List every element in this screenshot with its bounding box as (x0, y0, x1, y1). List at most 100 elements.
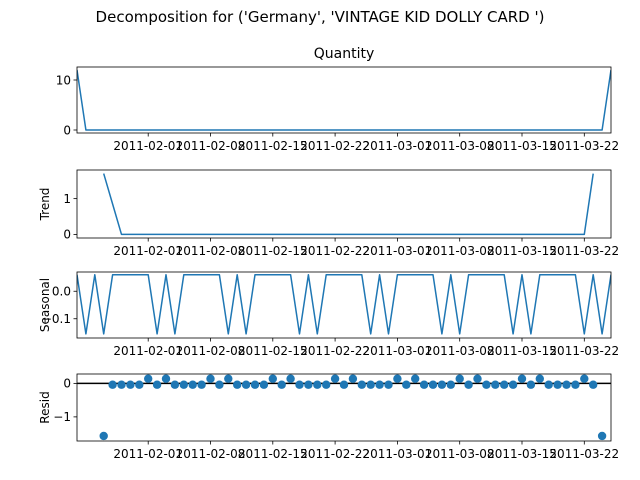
point-resid (348, 374, 358, 383)
xtick-label-quantity: 2011-02-08 (176, 139, 246, 153)
point-resid (339, 380, 349, 389)
ytick-label-seasonal: 0.0 (52, 285, 71, 299)
point-resid (179, 380, 188, 389)
panel-seasonal: Seasonal 0.0−0.12011-02-012011-02-082011-… (38, 271, 619, 358)
point-resid (597, 431, 607, 441)
point-resid (411, 374, 420, 383)
point-resid (366, 380, 375, 389)
xtick-label-resid: 2011-02-01 (113, 447, 183, 461)
ytick-label-seasonal: −0.1 (42, 312, 71, 326)
series-trend (102, 173, 594, 236)
xtick-label-seasonal: 2011-03-15 (487, 344, 557, 358)
point-resid (268, 374, 277, 383)
line-trend (102, 173, 594, 236)
xtick-label-seasonal: 2011-02-08 (176, 344, 246, 358)
xtick-label-quantity: 2011-02-22 (300, 139, 370, 153)
point-resid (170, 380, 180, 389)
xtick-label-seasonal: 2011-02-22 (300, 344, 370, 358)
point-resid (188, 380, 197, 389)
point-resid (117, 380, 126, 389)
xtick-label-resid: 2011-02-22 (300, 447, 370, 461)
point-resid (544, 380, 553, 389)
series-seasonal (77, 274, 611, 335)
point-resid (482, 380, 491, 389)
point-resid (277, 380, 286, 389)
xtick-label-quantity: 2011-03-22 (549, 139, 619, 153)
point-resid (428, 380, 438, 389)
point-resid (508, 380, 518, 389)
point-resid (108, 380, 117, 389)
xtick-label-quantity: 2011-03-01 (363, 139, 433, 153)
axes-frame-resid (76, 373, 612, 442)
point-resid (419, 380, 429, 389)
xtick-label-quantity: 2011-03-15 (487, 139, 557, 153)
point-resid (553, 380, 562, 389)
ytick-label-quantity: 0 (63, 123, 71, 137)
xtick-label-trend: 2011-03-15 (487, 244, 557, 258)
point-resid (126, 380, 135, 389)
xtick-label-resid: 2011-03-15 (487, 447, 557, 461)
ytick-label-trend: 0 (63, 228, 71, 242)
point-resid (161, 374, 171, 383)
xtick-label-resid: 2011-03-22 (549, 447, 619, 461)
point-resid (535, 374, 544, 383)
point-resid (259, 380, 269, 389)
panel-trend: Trend012011-02-012011-02-082011-02-15201… (38, 169, 619, 258)
axes-frame-quantity (76, 66, 612, 134)
point-resid (375, 380, 384, 389)
xtick-label-trend: 2011-03-08 (425, 244, 495, 258)
point-resid (233, 380, 242, 389)
xtick-label-quantity: 2011-03-08 (425, 139, 495, 153)
point-resid (304, 380, 313, 389)
xtick-label-seasonal: 2011-03-01 (363, 344, 433, 358)
series-quantity (77, 69, 611, 131)
point-resid (330, 374, 340, 383)
point-resid (500, 380, 509, 389)
panels-group: Quantity0102011-02-012011-02-082011-02-1… (38, 46, 619, 461)
xtick-label-trend: 2011-03-22 (549, 244, 619, 258)
ytick-label-resid: −1 (53, 410, 71, 424)
point-resid (455, 374, 464, 383)
xtick-label-resid: 2011-02-15 (238, 447, 308, 461)
point-resid (589, 380, 598, 389)
point-resid (135, 380, 144, 389)
xtick-label-seasonal: 2011-02-01 (113, 344, 183, 358)
xtick-label-trend: 2011-02-15 (238, 244, 308, 258)
xtick-label-trend: 2011-02-01 (113, 244, 183, 258)
point-resid (241, 380, 251, 389)
point-resid (473, 374, 482, 383)
figure-suptitle: Decomposition for ('Germany', 'VINTAGE K… (96, 8, 545, 26)
point-resid (402, 380, 411, 389)
line-quantity (77, 69, 611, 131)
xtick-label-resid: 2011-03-08 (425, 447, 495, 461)
point-resid (517, 374, 527, 383)
xtick-label-resid: 2011-02-08 (176, 447, 246, 461)
point-resid (286, 374, 295, 383)
point-resid (144, 374, 153, 383)
xtick-label-trend: 2011-03-01 (363, 244, 433, 258)
ytick-label-quantity: 10 (56, 73, 71, 87)
ylabel-trend: Trend (38, 188, 52, 222)
point-resid (215, 380, 224, 389)
point-resid (250, 380, 260, 389)
ytick-label-trend: 1 (63, 192, 71, 206)
line-seasonal (77, 274, 611, 335)
ylabel-seasonal: Seasonal (38, 278, 52, 332)
point-resid (562, 380, 571, 389)
point-resid (437, 380, 447, 389)
axes-frame-seasonal (76, 271, 612, 339)
point-resid (384, 380, 393, 389)
panel-quantity: Quantity 0 10 2011-02-012011-02-082011-02-1… (56, 46, 619, 153)
point-resid (313, 380, 322, 389)
xtick-label-seasonal: 2011-02-15 (238, 344, 308, 358)
xtick-label-seasonal: 2011-03-08 (425, 344, 495, 358)
point-resid (152, 380, 162, 389)
point-resid (580, 374, 589, 383)
series-resid (77, 374, 611, 441)
point-resid (357, 380, 366, 389)
point-resid (322, 380, 331, 389)
point-resid (464, 380, 473, 389)
xtick-label-resid: 2011-03-01 (363, 447, 433, 461)
panel-resid: Resid0−12011-02-012011-02-082011-02-1520… (38, 373, 619, 461)
point-resid (206, 374, 215, 383)
